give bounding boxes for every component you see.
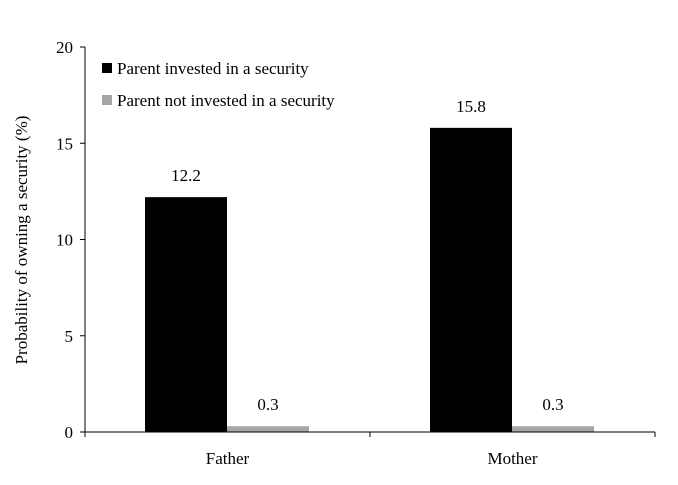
data-label: 12.2	[171, 166, 201, 185]
legend-swatch-2	[102, 95, 112, 105]
legend: Parent invested in a security Parent not …	[102, 59, 335, 110]
data-label: 15.8	[456, 97, 486, 116]
data-label: 0.3	[257, 395, 278, 414]
data-label: 0.3	[542, 395, 563, 414]
x-tick-label-father: Father	[206, 449, 250, 468]
legend-swatch-1	[102, 63, 112, 73]
y-tick-label: 20	[56, 38, 73, 57]
y-tick-label: 0	[65, 423, 74, 442]
bar-father-series-2	[227, 426, 309, 432]
legend-label-2: Parent not invested in a security	[117, 91, 335, 110]
y-tick-label: 5	[65, 327, 74, 346]
bar-father-series-1	[145, 197, 227, 432]
bar-mother-series-1	[430, 127, 512, 432]
y-axis-label: Probability of owning a security (%)	[12, 116, 31, 365]
bar-mother-series-2	[512, 426, 594, 432]
x-tick-label-mother: Mother	[487, 449, 537, 468]
y-tick-label: 15	[56, 134, 73, 153]
plot-area: 0 5 10 15 20 12.2 0.3 Father 15.8 0.3 Mother	[56, 38, 656, 468]
legend-label-1: Parent invested in a security	[117, 59, 309, 78]
y-tick-label: 10	[56, 231, 73, 250]
